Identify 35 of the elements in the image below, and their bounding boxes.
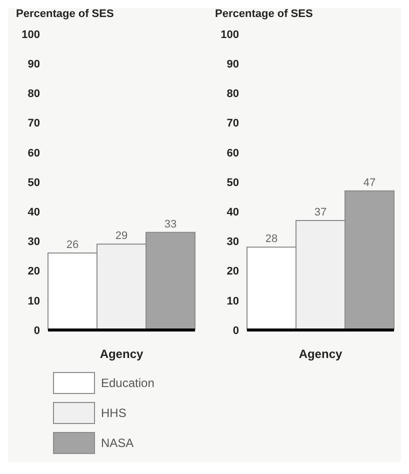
y-tick-label: 50	[226, 176, 239, 189]
data-label: 37	[314, 206, 327, 218]
y-axis-title: Percentage of SES	[16, 8, 115, 22]
y-tick-label: 100	[22, 28, 40, 41]
y-tick-label: 60	[226, 147, 239, 160]
y-tick-label: 70	[226, 118, 239, 130]
y-tick-label: 80	[226, 88, 239, 100]
y-tick-label: 10	[226, 295, 239, 308]
y-tick-label: 90	[226, 58, 239, 71]
legend-label: Education	[101, 376, 154, 390]
data-label: 47	[363, 176, 376, 189]
y-tick-label: 20	[28, 266, 40, 278]
data-label: 28	[265, 233, 278, 246]
y-tick-label: 10	[28, 295, 40, 308]
y-tick-label: 80	[28, 88, 40, 100]
y-tick-label: 0	[34, 324, 40, 337]
y-tick-label: 100	[220, 28, 239, 41]
y-tick-label: 20	[226, 266, 239, 278]
legend-label: HHS	[101, 406, 126, 420]
y-tick-label: 90	[28, 58, 40, 71]
data-label: 26	[66, 239, 79, 252]
data-label: 29	[115, 230, 128, 242]
y-tick-label: 40	[28, 206, 40, 219]
x-axis-title: Agency	[100, 347, 144, 361]
y-tick-label: 40	[226, 206, 239, 219]
y-tick-label: 0	[232, 324, 239, 337]
y-axis-title: Percentage of SES	[215, 8, 314, 22]
y-tick-label: 70	[28, 118, 40, 130]
x-axis-title: Agency	[298, 347, 342, 361]
data-label: 33	[164, 218, 177, 230]
y-tick-label: 60	[28, 147, 40, 160]
legend-label: NASA	[101, 436, 134, 450]
y-tick-label: 50	[28, 176, 40, 189]
y-tick-label: 30	[28, 236, 40, 248]
y-tick-label: 30	[226, 236, 239, 248]
